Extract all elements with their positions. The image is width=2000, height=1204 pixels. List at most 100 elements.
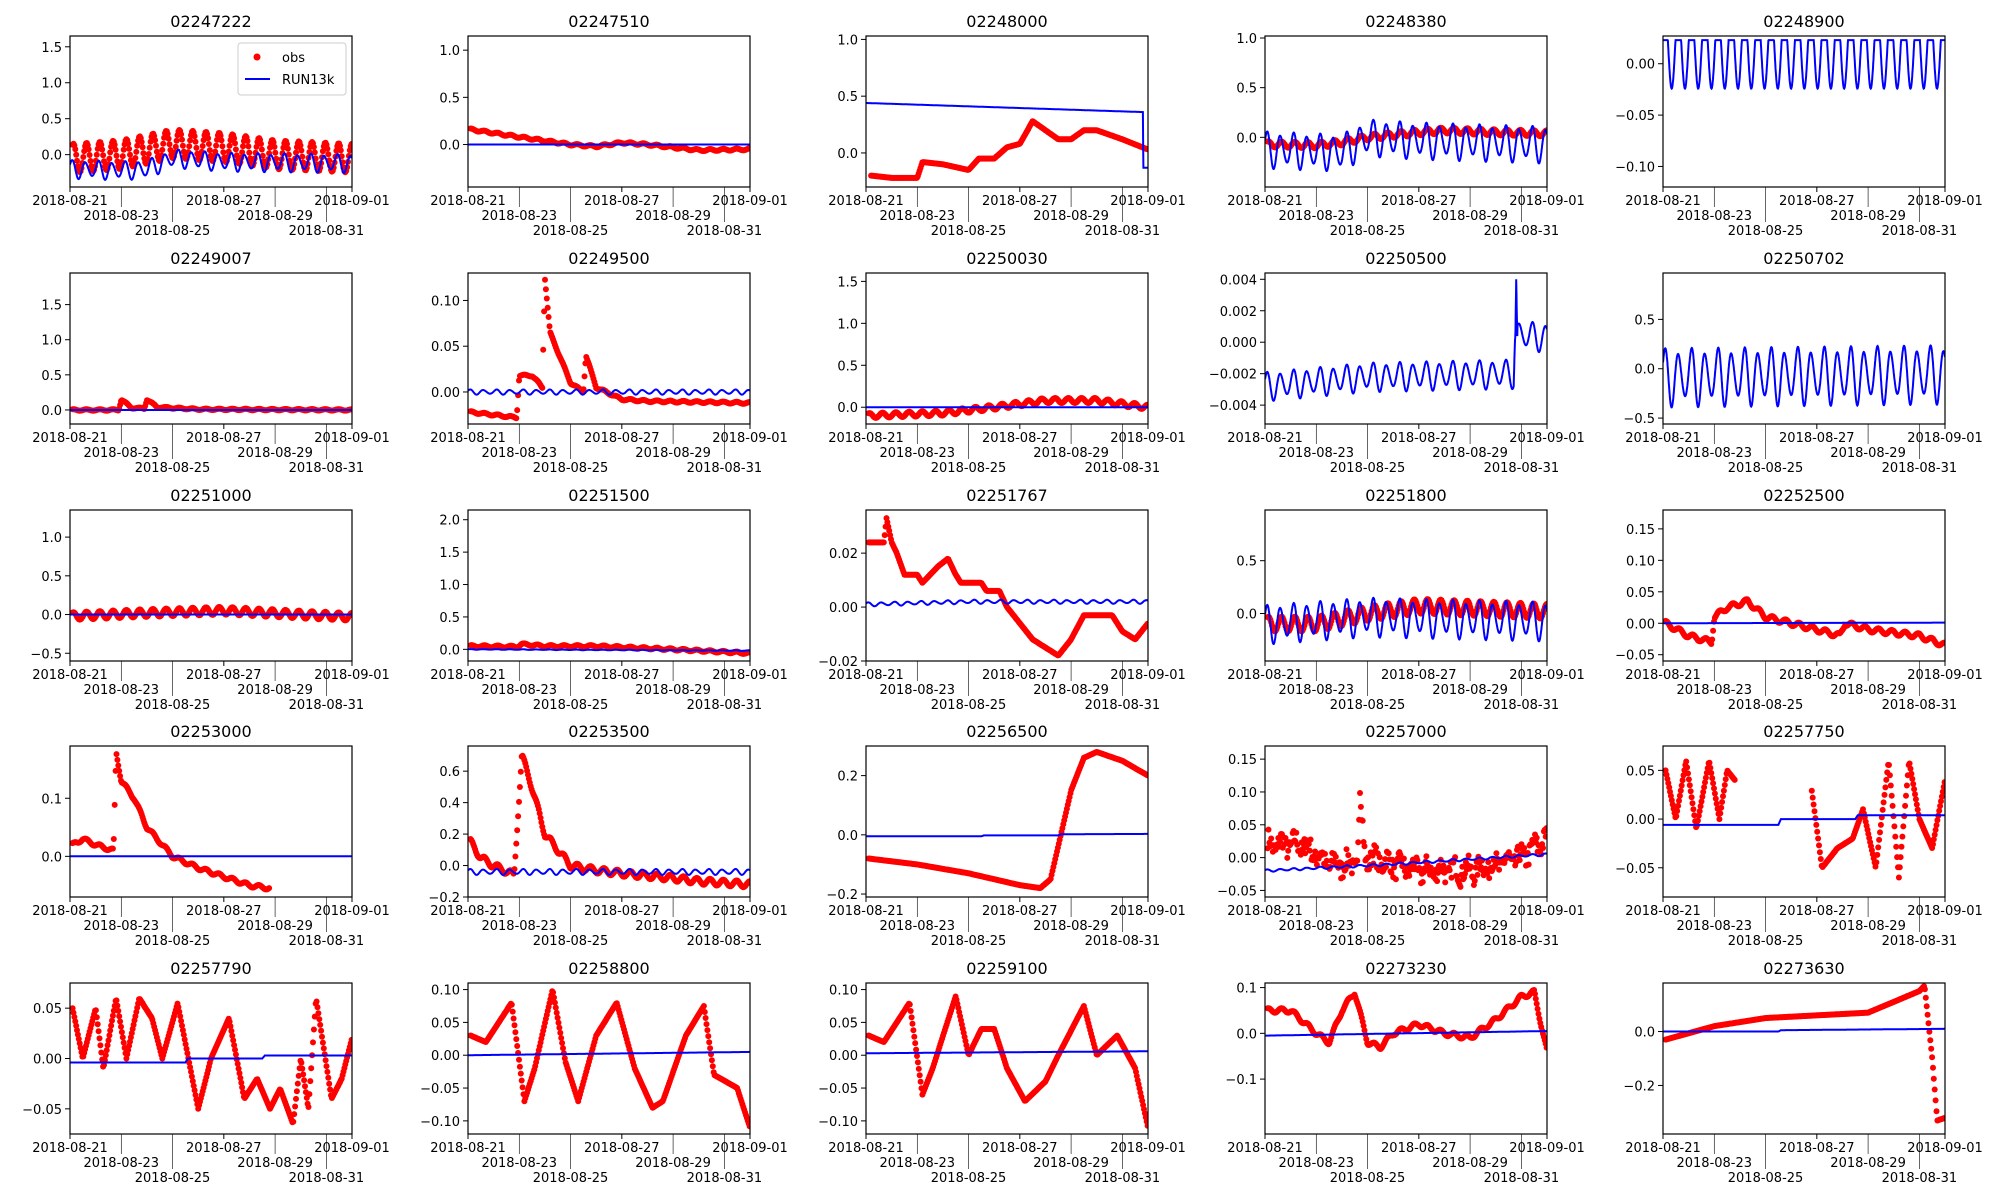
x-tick-label: 2018-08-21 (828, 668, 904, 683)
x-tick-label: 2018-08-23 (481, 209, 557, 224)
obs-point (167, 141, 173, 147)
obs-point (139, 139, 145, 145)
obs-point (126, 146, 132, 152)
obs-point (272, 144, 278, 150)
obs-point (114, 153, 120, 159)
obs-point (178, 131, 184, 137)
obs-point (881, 539, 887, 545)
y-tick-label: 0.0 (837, 147, 858, 162)
obs-point (179, 137, 185, 143)
x-tick-label: 2018-09-01 (314, 904, 390, 919)
subplot-title: 02250500 (1365, 249, 1446, 268)
x-tick-label: 2018-08-27 (186, 904, 262, 919)
obs-point (232, 140, 238, 146)
x-tick-label: 2018-08-27 (982, 668, 1058, 683)
subplot-title: 02251500 (568, 486, 649, 505)
x-tick-label: 2018-08-29 (1432, 446, 1508, 461)
x-tick-label: 2018-08-25 (533, 934, 609, 949)
x-tick-label: 2018-08-23 (83, 209, 159, 224)
subplot-title: 02247222 (170, 12, 251, 31)
x-tick-label: 2018-08-25 (931, 224, 1007, 239)
subplot-title: 02251000 (170, 486, 251, 505)
x-tick-label: 2018-09-01 (712, 904, 788, 919)
x-tick-label: 2018-08-23 (879, 209, 955, 224)
obs-point (127, 152, 133, 158)
obs-point (107, 149, 113, 155)
x-tick-label: 2018-09-01 (1110, 668, 1186, 683)
x-tick-label: 2018-08-29 (1830, 209, 1906, 224)
obs-point (882, 532, 888, 538)
y-tick-label: 1.5 (41, 41, 62, 56)
obs-point (515, 813, 521, 819)
obs-point (539, 385, 545, 391)
x-tick-label: 2018-08-27 (584, 904, 660, 919)
x-tick-label: 2018-08-23 (879, 683, 955, 698)
plot-area (70, 604, 355, 623)
obs-point (246, 150, 252, 156)
subplot-02252500: 02252500−0.050.000.050.100.152018-08-212… (1615, 486, 1983, 713)
x-tick-label: 2018-08-23 (481, 446, 557, 461)
y-tick-label: 0.02 (829, 547, 858, 562)
x-tick-label: 2018-08-31 (1882, 224, 1958, 239)
x-tick-label: 2018-09-01 (314, 194, 390, 209)
obs-point (121, 147, 127, 153)
y-tick-label: −0.004 (1209, 399, 1257, 414)
y-tick-label: 0.15 (1626, 523, 1655, 538)
obs-point (80, 154, 86, 160)
subplot-02251000: 02251000−0.50.00.51.02018-08-212018-08-2… (30, 486, 389, 713)
obs-point (231, 135, 237, 141)
plot-area (1265, 596, 1550, 644)
x-tick-label: 2018-08-27 (1381, 194, 1457, 209)
obs-point (87, 152, 93, 158)
y-tick-label: 0.0 (1236, 131, 1257, 146)
subplot-02250500: 02250500−0.004−0.0020.0000.0020.0042018-… (1209, 249, 1585, 476)
x-tick-label: 2018-08-25 (1728, 224, 1804, 239)
obs-point (513, 841, 519, 847)
obs-point (99, 147, 105, 153)
x-tick-label: 2018-08-27 (186, 668, 262, 683)
x-tick-label: 2018-08-23 (481, 919, 557, 934)
x-tick-label: 2018-08-23 (83, 919, 159, 934)
y-tick-label: 0.5 (41, 113, 62, 128)
x-tick-label: 2018-08-21 (430, 194, 506, 209)
obs-point (147, 145, 153, 151)
x-tick-label: 2018-08-25 (135, 461, 211, 476)
x-tick-label: 2018-08-21 (1227, 668, 1303, 683)
plot-area (1265, 120, 1550, 171)
x-tick-label: 2018-08-29 (1033, 209, 1109, 224)
obs-point (272, 150, 278, 156)
plot-area (468, 640, 753, 657)
legend-model-label: RUN13k (282, 73, 335, 88)
y-tick-label: 1.0 (439, 579, 460, 594)
obs-point (325, 151, 331, 157)
obs-point (513, 415, 519, 421)
x-tick-label: 2018-08-27 (1779, 194, 1855, 209)
subplot-title: 02252500 (1763, 486, 1844, 505)
y-tick-label: 1.5 (439, 546, 460, 561)
x-tick-label: 2018-08-31 (1882, 698, 1958, 713)
axes-frame (1265, 273, 1547, 424)
x-tick-label: 2018-08-21 (1625, 431, 1701, 446)
obs-point (200, 143, 206, 149)
x-tick-label: 2018-08-21 (32, 194, 108, 209)
y-tick-label: 0.0 (1236, 607, 1257, 622)
subplot-title: 02250702 (1763, 249, 1844, 268)
x-tick-label: 2018-08-31 (687, 224, 763, 239)
subplot-title: 02250030 (966, 249, 1047, 268)
obs-point (206, 141, 212, 147)
x-tick-label: 2018-08-25 (135, 698, 211, 713)
x-tick-label: 2018-08-25 (135, 934, 211, 949)
x-tick-label: 2018-08-31 (289, 461, 365, 476)
obs-point (74, 158, 80, 164)
axes-frame (468, 36, 750, 187)
x-tick-label: 2018-08-29 (1033, 446, 1109, 461)
x-tick-label: 2018-08-29 (635, 446, 711, 461)
y-tick-label: 1.0 (41, 334, 62, 349)
y-tick-label: 1.0 (41, 531, 62, 546)
axes-frame (1265, 36, 1547, 187)
obs-point (152, 137, 158, 143)
x-tick-label: 2018-08-31 (1484, 224, 1560, 239)
subplot-02249500: 022495000.000.050.102018-08-212018-08-23… (430, 249, 788, 476)
obs-point (266, 885, 272, 891)
